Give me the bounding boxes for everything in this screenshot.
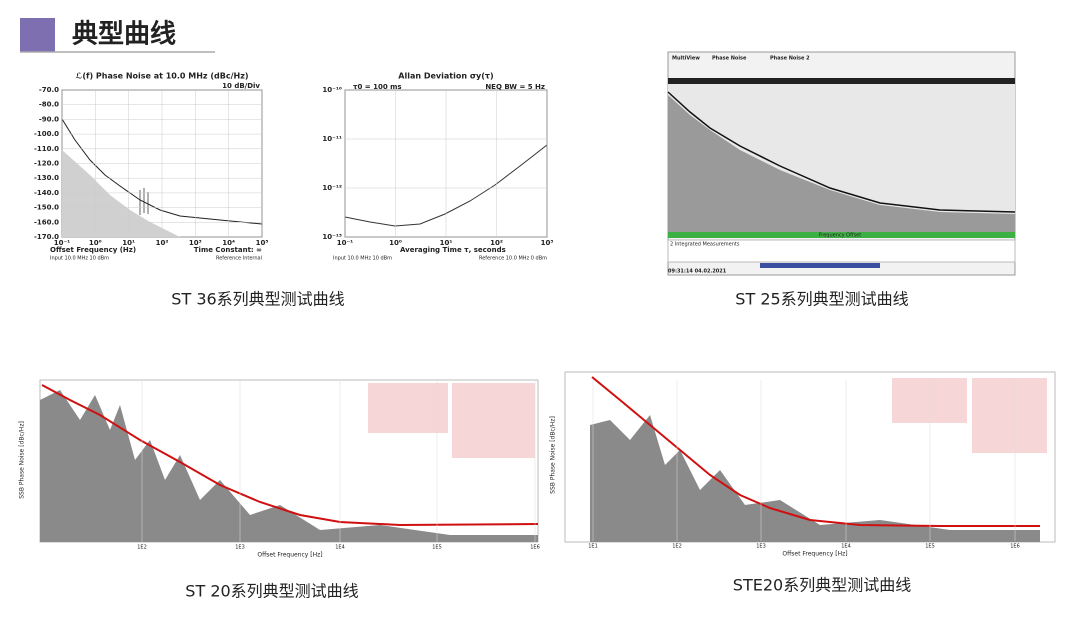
y-tick-label: 10⁻¹³ (322, 233, 342, 241)
x-tick-label: 1E5 (432, 545, 442, 551)
footer: Reference Internal (216, 256, 262, 262)
x-tick-label: 10¹ (440, 239, 453, 247)
setting: τ0 = 100 ms (353, 83, 402, 91)
y-tick-label: -110.0 (34, 145, 59, 153)
tab: Phase Noise (712, 56, 747, 62)
st20-plot (39, 379, 539, 543)
note: NEQ BW = 5 Hz (485, 83, 545, 91)
y-tick-label: -140.0 (34, 189, 59, 197)
footer: Reference 10.0 MHz 0 dBm (479, 256, 547, 262)
tab: MultiView (672, 56, 700, 62)
y-tick-label: -90.0 (39, 115, 59, 123)
caption: ST 25系列典型测试曲线 (735, 290, 908, 309)
ste20-plot (564, 371, 1056, 543)
y-tick-label: -160.0 (34, 218, 59, 226)
caption: ST 36系列典型测试曲线 (171, 290, 344, 309)
x-tick-label: 10⁰ (389, 239, 402, 247)
x-tick-label: 10³ (189, 239, 202, 247)
y-tick-label: -150.0 (34, 204, 59, 212)
timestamp: 09:31:14 04.02.2021 (668, 269, 727, 275)
header-square (20, 18, 55, 52)
x-tick-label: 10² (490, 239, 503, 247)
x-tick-label: 10³ (541, 239, 554, 247)
x-tick-label: 1E4 (335, 545, 345, 551)
plot-title: ℒ(f) Phase Noise at 10.0 MHz (dBc/Hz) (75, 72, 248, 81)
x-tick-label: 10¹ (122, 239, 135, 247)
x-label: Offset Frequency (Hz) (50, 246, 136, 254)
x-tick-label: 10⁵ (256, 239, 269, 247)
y-tick-label: -170.0 (34, 233, 59, 241)
y-tick-label: -120.0 (34, 160, 59, 168)
x-tick-label: 1E1 (588, 544, 598, 550)
x-tick-label: 10⁰ (89, 239, 102, 247)
x-label: Offset Frequency [Hz] (782, 551, 847, 558)
x-label: Frequency Offset (819, 233, 861, 239)
x-label: Offset Frequency [Hz] (257, 552, 322, 559)
x-tick-label: 1E2 (672, 544, 682, 550)
caption: ST 20系列典型测试曲线 (185, 582, 358, 601)
x-tick-label: 1E2 (137, 545, 147, 551)
x-tick-label: 10⁻¹ (337, 239, 354, 247)
plot-title: Allan Deviation σy(τ) (398, 72, 493, 81)
y-tick-label: -70.0 (39, 86, 59, 94)
x-tick-label: 1E4 (841, 544, 851, 550)
x-tick-label: 1E6 (530, 545, 540, 551)
y-tick-label: 10⁻¹⁰ (322, 86, 342, 94)
footer: Input 10.0 MHz 10 dBm (333, 256, 392, 262)
note: Time Constant: ∞ (194, 246, 262, 254)
analyzer-screenshot (667, 51, 1016, 276)
y-label: SSB Phase Noise [dBc/Hz] (19, 421, 26, 499)
caption: STE20系列典型测试曲线 (733, 576, 911, 595)
y-tick-label: -100.0 (34, 130, 59, 138)
x-tick-label: 1E3 (235, 545, 245, 551)
y-tick-label: -80.0 (39, 101, 59, 109)
footer: Input 10.0 MHz 10 dBm (50, 256, 109, 262)
scale: 10 dB/Div (222, 82, 260, 90)
y-tick-label: 10⁻¹² (322, 184, 342, 192)
x-tick-label: 10⁴ (222, 239, 235, 247)
header-title: 典型曲线 (72, 20, 176, 50)
tab: Phase Noise 2 (770, 56, 810, 62)
y-tick-label: -130.0 (34, 174, 59, 182)
x-label: Averaging Time τ, seconds (400, 246, 506, 254)
table-title: 2 Integrated Measurements (670, 242, 740, 248)
x-tick-label: 1E3 (756, 544, 766, 550)
x-tick-label: 10² (156, 239, 169, 247)
y-tick-label: 10⁻¹¹ (322, 135, 342, 143)
x-tick-label: 10⁻¹ (54, 239, 71, 247)
x-tick-label: 1E5 (925, 544, 935, 550)
x-tick-label: 1E6 (1010, 544, 1020, 550)
y-label: SSB Phase Noise [dBc/Hz] (550, 416, 557, 494)
